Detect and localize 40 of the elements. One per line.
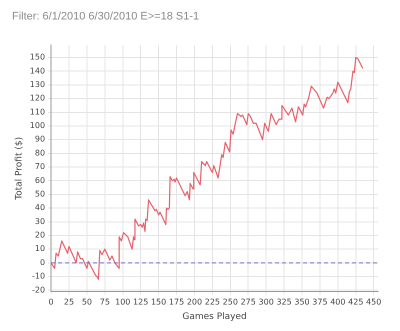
x-tick-label: 425 [348,297,364,306]
y-tick-label: 110 [30,107,46,116]
x-tick-label: 325 [276,297,292,306]
y-tick-label: 150 [30,52,46,62]
x-tick-label: 50 [82,297,92,306]
x-tick-label: 450 [366,297,382,306]
x-tick-label: 375 [312,297,328,306]
x-tick-label: 150 [150,297,166,306]
y-tick-label: -20 [32,285,46,294]
x-tick-label: 250 [222,297,238,306]
y-tick-label: -10 [32,272,46,281]
y-axis-title: Total Profit ($) [14,136,25,201]
x-axis-title: Games Played [182,312,247,322]
y-tick-label: 100 [30,121,46,130]
x-tick-label: 100 [115,297,130,306]
y-tick-label: 30 [34,216,46,226]
x-tick-label: 225 [204,297,220,306]
y-tick-label: 40 [34,203,46,212]
y-tick-label: 90 [34,134,46,144]
y-tick-label: 70 [34,162,46,172]
y-tick-label: 0 [40,258,46,267]
y-tick-label: 120 [30,94,46,103]
y-tick-label: 10 [34,244,46,254]
x-tick-label: 400 [330,297,346,306]
x-tick-label: 75 [100,297,110,306]
y-tick-label: 80 [34,148,46,158]
y-tick-label: 140 [30,66,46,76]
y-tick-label: 50 [34,189,46,198]
x-tick-label: 125 [133,297,148,306]
x-tick-label: 25 [64,297,74,306]
y-tick-label: 130 [30,80,46,89]
x-tick-label: 0 [48,297,54,306]
x-tick-label: 275 [240,297,256,306]
y-tick-label: 20 [34,230,46,240]
x-tick-label: 200 [186,297,202,306]
chart-title: Filter: 6/1/2010 6/30/2010 E>=18 S1-1 [12,10,200,23]
x-tick-label: 300 [258,297,274,306]
x-tick-label: 350 [294,297,310,306]
x-tick-label: 175 [168,297,184,306]
y-tick-label: 60 [34,176,46,185]
